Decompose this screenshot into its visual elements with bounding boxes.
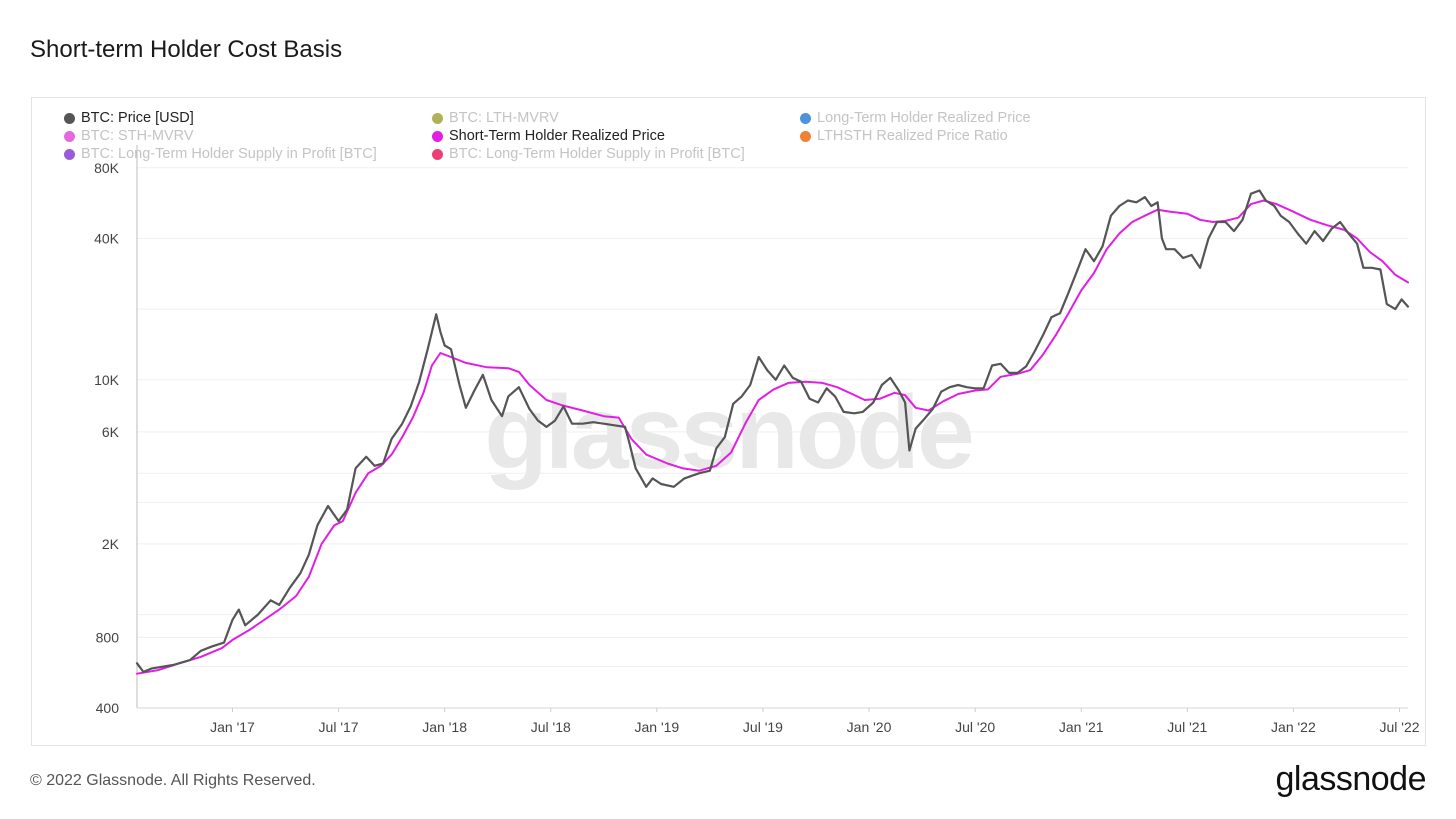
- legend-label: Long-Term Holder Realized Price: [817, 110, 1031, 126]
- legend-item-sth-realized-price[interactable]: Short-Term Holder Realized Price: [432, 128, 665, 144]
- legend-label: LTHSTH Realized Price Ratio: [817, 128, 1008, 144]
- series-group: [135, 189, 1410, 675]
- x-tick-label: Jul '21: [1167, 719, 1207, 735]
- legend-dot-icon: [432, 112, 443, 124]
- legend-dot-icon: [64, 148, 75, 160]
- x-tick-label: Jul '19: [743, 719, 783, 735]
- y-tick-label: 2K: [102, 536, 120, 552]
- copyright-footer: © 2022 Glassnode. All Rights Reserved.: [30, 772, 316, 789]
- x-tick-label: Jan '17: [210, 719, 255, 735]
- legend-dot-icon: [432, 148, 443, 160]
- legend-dot-icon: [800, 112, 811, 124]
- x-tick-label: Jan '20: [847, 719, 892, 735]
- y-tick-label: 10K: [94, 372, 120, 388]
- x-tick-label: Jan '19: [634, 719, 679, 735]
- legend-item-lthsth-ratio[interactable]: LTHSTH Realized Price Ratio: [800, 128, 1008, 144]
- legend: BTC: Price [USD] BTC: LTH-MVRV Long-Term…: [64, 110, 1164, 170]
- legend-label: BTC: STH-MVRV: [81, 128, 194, 144]
- legend-item-lth-mvrv[interactable]: BTC: LTH-MVRV: [432, 110, 559, 126]
- x-axis: Jan '17 Jul '17 Jan '18 Jul '18 Jan '19 Jul '…: [210, 708, 1420, 735]
- legend-dot-icon: [64, 130, 75, 142]
- series-line-btc-price: [135, 189, 1410, 673]
- glassnode-logo[interactable]: glassnode: [1275, 760, 1426, 798]
- y-tick-label: 800: [96, 629, 120, 645]
- legend-label: Short-Term Holder Realized Price: [449, 128, 665, 144]
- legend-item-lth-realized-price[interactable]: Long-Term Holder Realized Price: [800, 110, 1031, 126]
- legend-item-sth-mvrv[interactable]: BTC: STH-MVRV: [64, 128, 194, 144]
- legend-item-lth-supply-profit-2[interactable]: BTC: Long-Term Holder Supply in Profit […: [432, 146, 745, 162]
- y-tick-label: 80K: [94, 160, 120, 176]
- x-tick-label: Jan '21: [1059, 719, 1104, 735]
- legend-dot-icon: [432, 130, 443, 142]
- y-tick-label: 400: [96, 700, 120, 716]
- legend-label: BTC: Long-Term Holder Supply in Profit […: [449, 146, 745, 162]
- series-line-sth-realized-price: [136, 199, 1409, 675]
- y-tick-label: 40K: [94, 230, 120, 246]
- x-tick-label: Jan '22: [1271, 719, 1316, 735]
- x-tick-label: Jul '20: [955, 719, 995, 735]
- y-tick-label: 6K: [102, 424, 120, 440]
- x-tick-label: Jul '18: [531, 719, 571, 735]
- x-tick-label: Jul '17: [319, 719, 359, 735]
- page-title: Short-term Holder Cost Basis: [30, 36, 343, 63]
- legend-item-lth-supply-profit[interactable]: BTC: Long-Term Holder Supply in Profit […: [64, 146, 377, 162]
- legend-dot-icon: [800, 130, 811, 142]
- legend-item-btc-price[interactable]: BTC: Price [USD]: [64, 110, 194, 126]
- y-axis: 400 800 2K 6K 10K 40K 80K: [94, 160, 120, 716]
- legend-label: BTC: LTH-MVRV: [449, 110, 559, 126]
- x-tick-label: Jan '18: [422, 719, 467, 735]
- x-tick-label: Jul '22: [1379, 719, 1419, 735]
- legend-label: BTC: Long-Term Holder Supply in Profit […: [81, 146, 377, 162]
- legend-dot-icon: [64, 112, 75, 124]
- legend-label: BTC: Price [USD]: [81, 110, 194, 126]
